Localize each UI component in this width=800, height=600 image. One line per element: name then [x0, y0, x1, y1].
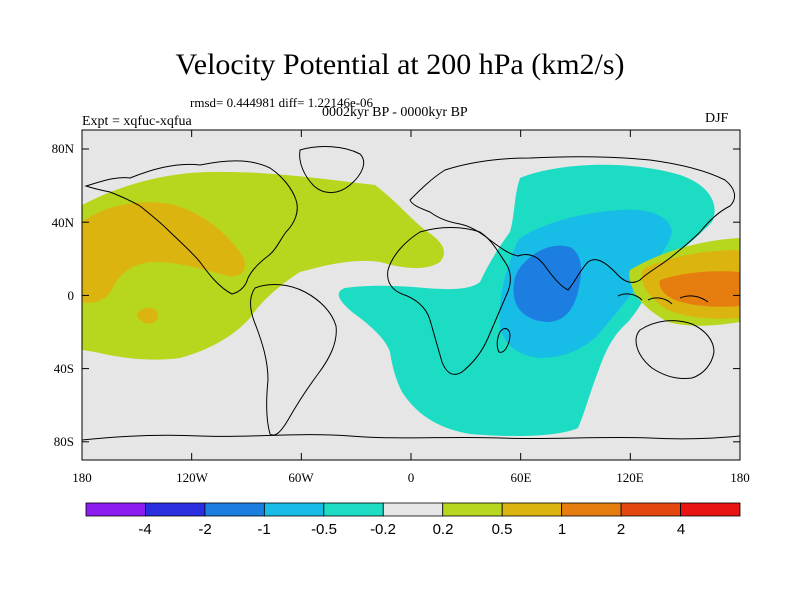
- coast-australia: [635, 320, 715, 379]
- colorbar-box: [501, 502, 563, 517]
- coast-north-america: [84, 160, 298, 295]
- y-tick-label: 0: [68, 288, 75, 303]
- coast-greenland: [299, 146, 365, 194]
- x-tick-label: 60W: [288, 470, 314, 485]
- colorbar-label: 0.5: [492, 521, 513, 538]
- colorbar-label: 4: [677, 521, 685, 538]
- colorbar-labels: -4 -2 -1 -0.5 -0.2 0.2 0.5 1 2 4: [138, 521, 685, 538]
- x-tick-label: 180: [72, 470, 92, 485]
- colorbar-label: -0.5: [311, 521, 337, 538]
- colorbar-label: -0.2: [370, 521, 396, 538]
- x-tick-label: 120E: [616, 470, 644, 485]
- colorbar-label: 2: [617, 521, 625, 538]
- x-tick-label: 60E: [511, 470, 532, 485]
- colorbar-label: 0.2: [433, 521, 454, 538]
- colorbar-box: [620, 502, 681, 517]
- y-tick-label: 40S: [54, 361, 74, 376]
- colorbar-box: [561, 502, 622, 517]
- colorbar-box: [680, 502, 741, 517]
- y-tick-label: 80S: [54, 434, 74, 449]
- colorbar: [85, 502, 741, 517]
- coast-madagascar: [496, 328, 511, 353]
- colorbar-label: -2: [198, 521, 211, 538]
- x-tick-label: 180: [730, 470, 750, 485]
- contour-west-strong: [82, 202, 246, 303]
- colorbar-label: 1: [558, 521, 566, 538]
- contour-west-small: [137, 307, 159, 324]
- colorbar-box: [382, 502, 444, 517]
- colorbar-box: [263, 502, 325, 517]
- contour-wpac-strong: [659, 271, 740, 307]
- season-label: DJF: [705, 111, 729, 126]
- period-label: 0002kyr BP - 0000kyr BP: [322, 105, 468, 120]
- colorbar-box: [323, 502, 384, 517]
- map-title: Velocity Potential at 200 hPa (km2/s): [175, 48, 625, 81]
- coast-south-america: [250, 284, 337, 436]
- x-axis-labels: 180 120W 60W 0 60E 120E 180: [72, 470, 750, 485]
- x-tick-label: 120W: [176, 470, 209, 485]
- y-axis-labels: 80N 40N 0 40S 80S: [52, 141, 75, 449]
- coast-indonesia: [617, 293, 709, 305]
- coastlines: [82, 146, 740, 441]
- coast-eurasia: [409, 156, 736, 291]
- x-tick-label: 0: [408, 470, 415, 485]
- contour-field: [82, 164, 740, 436]
- colorbar-box: [204, 502, 265, 517]
- colorbar-label: -1: [257, 521, 270, 538]
- colorbar-box: [442, 502, 503, 517]
- y-tick-label: 40N: [52, 215, 75, 230]
- contour-east-core: [513, 245, 582, 322]
- colorbar-box: [85, 502, 146, 517]
- coast-antarctica: [82, 434, 740, 441]
- y-tick-label: 80N: [52, 141, 75, 156]
- axis-ticks: [81, 130, 741, 460]
- colorbar-label: -4: [138, 521, 151, 538]
- colorbar-box: [145, 502, 206, 517]
- stats-label: rmsd= 0.444981 diff= 1.22146e-06: [190, 95, 374, 110]
- coast-africa: [387, 227, 511, 375]
- experiment-label: Expt = xqfuc-xqfua: [82, 114, 192, 129]
